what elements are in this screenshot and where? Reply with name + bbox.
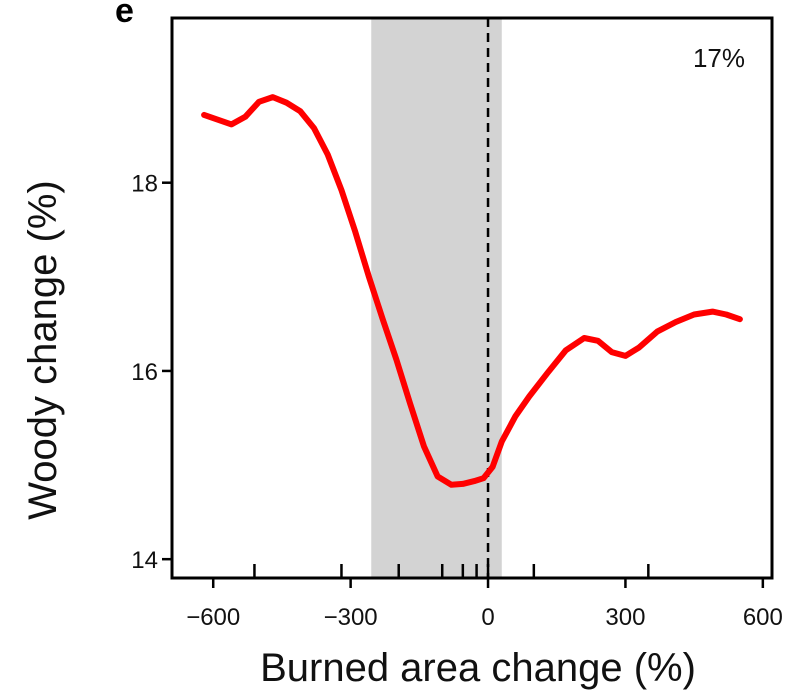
x-tick-label-1: −300	[324, 604, 378, 631]
x-tick-label-0: −600	[186, 604, 240, 631]
x-tick-label-4: 600	[743, 604, 783, 631]
plot-frame	[170, 16, 774, 580]
panel-letter: e	[115, 0, 134, 30]
plot-area	[201, 18, 743, 578]
y-tick-label-2: 18	[131, 171, 158, 198]
y-tick-label-0: 14	[131, 547, 158, 574]
y-axis-title: Woody change (%)	[21, 180, 65, 519]
corner-annotation: 17%	[693, 43, 745, 73]
x-tick-label-3: 300	[605, 604, 645, 631]
shaded-region	[371, 18, 502, 578]
y-tick-label-1: 16	[131, 359, 158, 386]
y-axis-ticks: 14 16 18	[131, 171, 172, 574]
x-axis-title: Burned area change (%)	[260, 646, 696, 690]
series-line-0	[201, 94, 743, 488]
x-axis-ticks: −600 −300 0 300 600	[186, 578, 783, 631]
x-tick-label-2: 0	[481, 604, 494, 631]
